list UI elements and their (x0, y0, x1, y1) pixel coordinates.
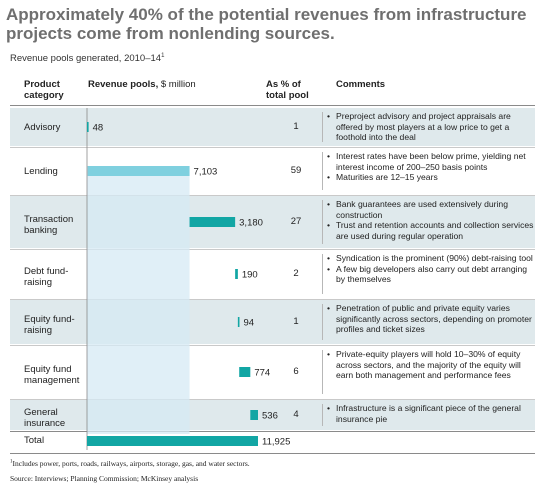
share-value: 1 (293, 316, 299, 327)
category-label: Equity fund management (24, 364, 80, 386)
table-bottom-rule (10, 453, 535, 454)
footnote: 1Includes power, ports, roads, railways,… (10, 459, 250, 468)
row-divider (10, 147, 535, 148)
source-note: Source: Interviews; Planning Commission;… (10, 474, 199, 483)
bar-debt-fund-raising (235, 269, 238, 279)
category-label: General insurance (24, 407, 66, 429)
comment-list: Bank guarantees are used extensively dur… (326, 199, 538, 241)
comment-separator (322, 350, 323, 394)
subtitle-text: Revenue pools generated, 2010–14 (10, 53, 162, 65)
comment-list: Syndication is the prominent (90%) debt-… (326, 253, 538, 285)
comment-list: Private-equity players will hold 10–30% … (326, 349, 538, 381)
row-divider (10, 195, 535, 196)
comment-separator (322, 200, 323, 244)
category-label: Advisory (24, 121, 61, 133)
bar-lending (87, 166, 190, 176)
comment-item: A few big developers also carry out debt… (326, 264, 538, 285)
total-divider (10, 431, 535, 432)
bar-value-label: 7,103 (194, 167, 218, 178)
header-comments: Comments (336, 79, 386, 90)
comment-item: Syndication is the prominent (90%) debt-… (326, 253, 538, 264)
comment-item: Maturities are 12–15 years (326, 172, 538, 183)
comment-separator (322, 254, 323, 294)
comment-bullets: Preproject advisory and project appraisa… (326, 111, 538, 143)
bar-value-label: 774 (254, 368, 270, 379)
comment-bullets: Bank guarantees are used extensively dur… (326, 199, 538, 241)
chart-title: Approximately 40% of the potential reven… (6, 5, 527, 43)
comment-separator (322, 152, 323, 190)
share-value: 6 (293, 366, 299, 377)
row-divider (10, 299, 535, 300)
comment-list: Infrastructure is a significant piece of… (326, 403, 538, 424)
bar-value-label: 3,180 (239, 218, 263, 229)
comment-item: Interest rates have been below prime, yi… (326, 151, 538, 172)
bar-total (87, 436, 258, 446)
bar-value-label: 48 (93, 123, 104, 134)
row-divider (10, 249, 535, 250)
comment-bullets: Infrastructure is a significant piece of… (326, 403, 538, 424)
category-label: Lending (24, 165, 58, 177)
total-value-label: 11,925 (262, 437, 290, 448)
comment-item: Infrastructure is a significant piece of… (326, 403, 538, 424)
header-revenue-pools-unit: $ million (160, 79, 196, 90)
comment-list: Preproject advisory and project appraisa… (326, 111, 538, 143)
header-divider (10, 105, 535, 106)
comment-item: Preproject advisory and project appraisa… (326, 111, 538, 143)
footnote-text: Includes power, ports, roads, railways, … (12, 459, 250, 468)
comment-separator (322, 112, 323, 142)
bar-equity-fund-raising (237, 317, 240, 327)
bar-advisory (87, 122, 89, 132)
comment-bullets: Penetration of public and private equity… (326, 303, 538, 335)
bar-value-label: 94 (243, 318, 254, 329)
comment-bullets: Private-equity players will hold 10–30% … (326, 349, 538, 381)
header-share: As % of total pool (266, 79, 309, 101)
subtitle-footnote-marker: 1 (161, 53, 165, 59)
comment-item: Bank guarantees are used extensively dur… (326, 199, 538, 220)
comment-item: Trust and retention accounts and collect… (326, 220, 538, 241)
header-revenue-pools: Revenue pools, $ million (88, 79, 248, 90)
comment-list: Penetration of public and private equity… (326, 303, 538, 335)
share-value: 59 (290, 165, 302, 176)
comment-bullets: Interest rates have been below prime, yi… (326, 151, 538, 183)
comment-separator (322, 404, 323, 426)
share-value: 1 (293, 121, 299, 132)
header-product-category: Product category (24, 79, 64, 101)
total-label: Total (24, 435, 45, 446)
comment-item: Private-equity players will hold 10–30% … (326, 349, 538, 381)
bar-transaction-banking (189, 217, 236, 227)
bar-value-label: 190 (242, 270, 258, 281)
share-value: 27 (290, 216, 302, 227)
row-divider (10, 399, 535, 400)
category-label: Debt fund-raising (24, 266, 69, 288)
comment-bullets: Syndication is the prominent (90%) debt-… (326, 253, 538, 285)
row-divider (10, 345, 535, 346)
comment-list: Interest rates have been below prime, yi… (326, 151, 538, 183)
comment-item: Penetration of public and private equity… (326, 303, 538, 335)
category-label: Equity fund-raising (24, 314, 75, 336)
share-value: 2 (293, 268, 299, 279)
bar-equity-fund-management (239, 367, 251, 377)
cumulative-band (87, 166, 190, 434)
share-value: 4 (293, 409, 299, 420)
category-label: Transaction banking (24, 214, 74, 236)
bar-value-label: 536 (262, 411, 278, 422)
chart-subtitle: Revenue pools generated, 2010–141 (10, 53, 164, 64)
footnote-marker: 1 (10, 459, 13, 465)
header-revenue-pools-bold: Revenue pools, (88, 79, 159, 90)
comment-separator (322, 304, 323, 340)
bar-general-insurance (250, 410, 258, 420)
